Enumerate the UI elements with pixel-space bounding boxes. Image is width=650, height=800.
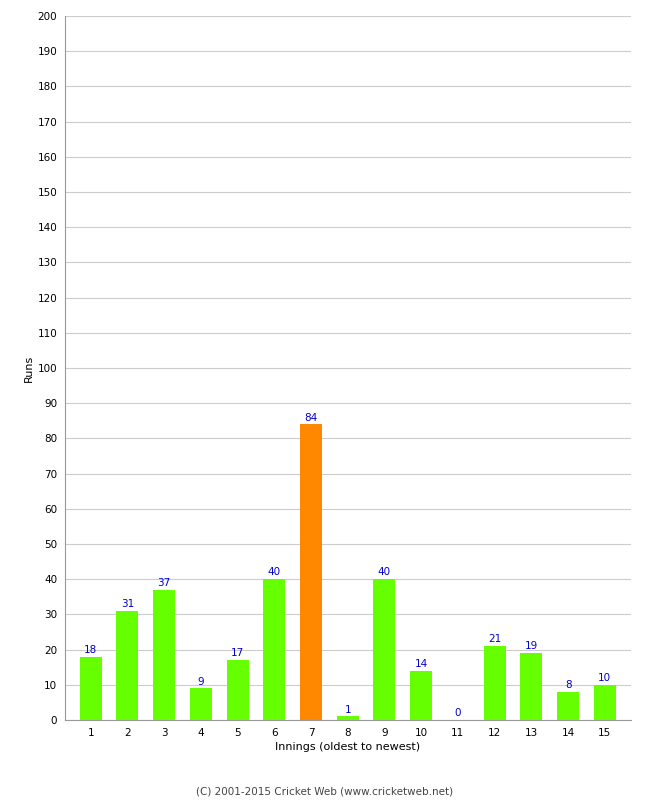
Bar [116, 611, 138, 720]
Text: 37: 37 [157, 578, 171, 588]
Text: 1: 1 [344, 705, 351, 714]
Bar [190, 688, 212, 720]
Y-axis label: Runs: Runs [23, 354, 33, 382]
Text: 40: 40 [378, 567, 391, 578]
Text: 0: 0 [454, 708, 461, 718]
Text: 19: 19 [525, 642, 538, 651]
Bar [594, 685, 616, 720]
Bar [557, 692, 579, 720]
Bar [484, 646, 506, 720]
Bar [410, 670, 432, 720]
Bar [374, 579, 395, 720]
Text: 40: 40 [268, 567, 281, 578]
Text: 10: 10 [598, 673, 612, 683]
Text: 21: 21 [488, 634, 501, 644]
Text: 31: 31 [121, 599, 134, 609]
X-axis label: Innings (oldest to newest): Innings (oldest to newest) [275, 742, 421, 752]
Text: 17: 17 [231, 648, 244, 658]
Bar [227, 660, 248, 720]
Bar [263, 579, 285, 720]
Text: 9: 9 [198, 677, 204, 686]
Text: (C) 2001-2015 Cricket Web (www.cricketweb.net): (C) 2001-2015 Cricket Web (www.cricketwe… [196, 786, 454, 796]
Bar [521, 653, 542, 720]
Text: 18: 18 [84, 645, 98, 655]
Text: 84: 84 [304, 413, 318, 422]
Bar [80, 657, 101, 720]
Bar [153, 590, 175, 720]
Text: 8: 8 [565, 680, 571, 690]
Bar [300, 424, 322, 720]
Text: 14: 14 [415, 659, 428, 669]
Bar [337, 717, 359, 720]
